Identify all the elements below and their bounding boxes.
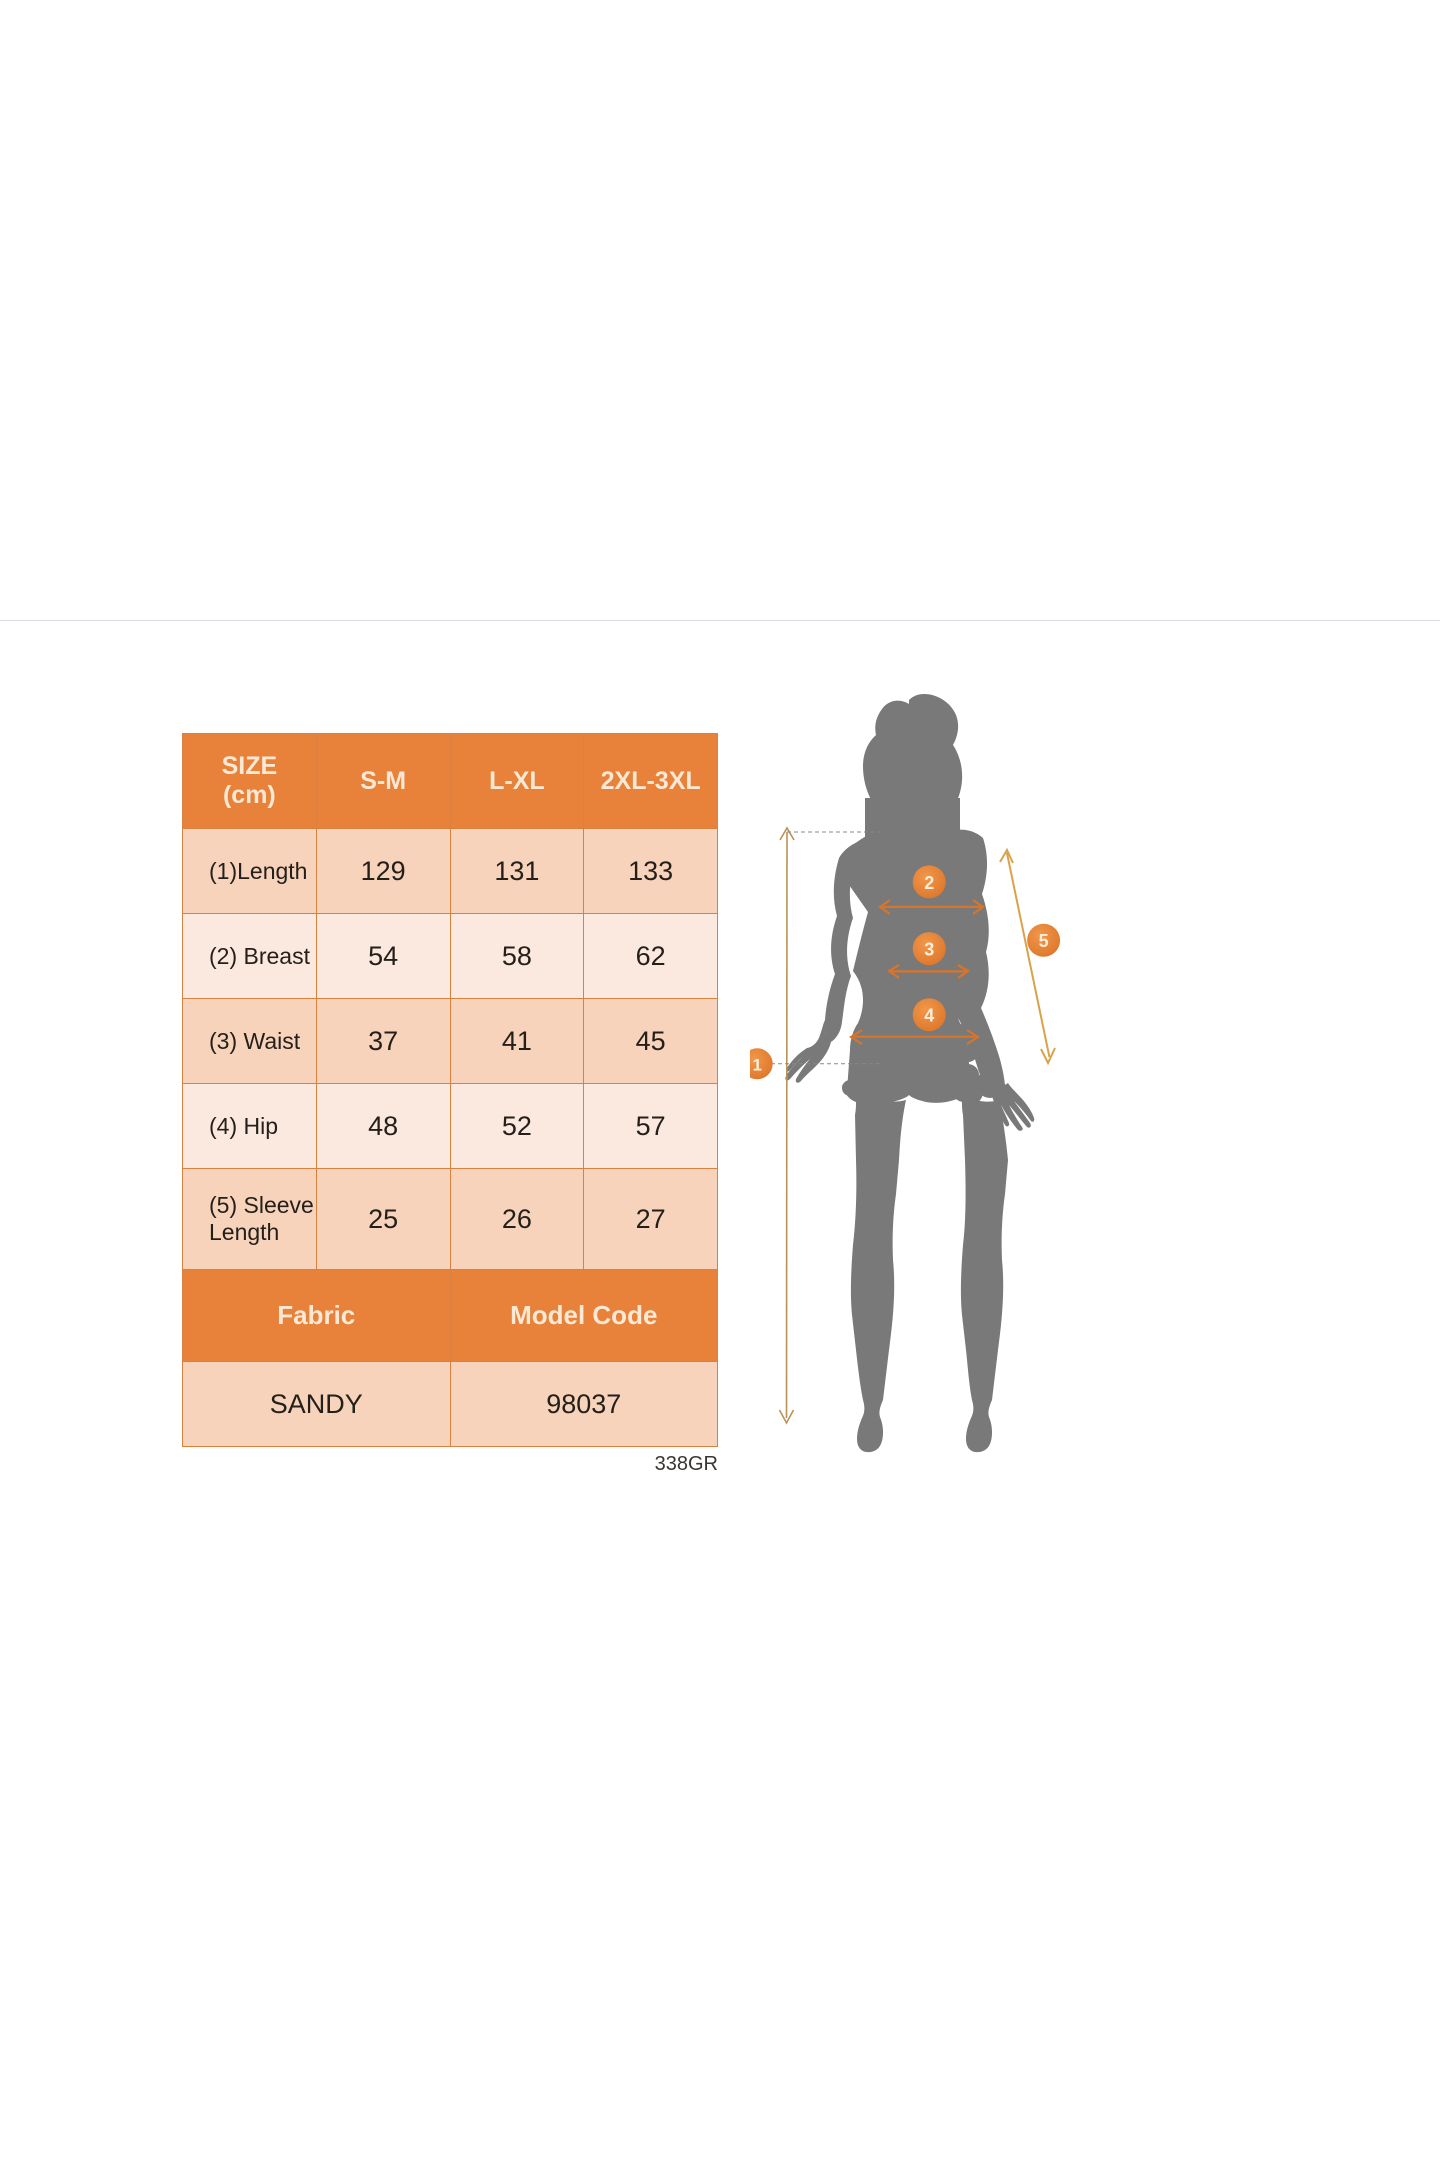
svg-text:3: 3 — [924, 940, 934, 960]
svg-text:5: 5 — [1039, 931, 1049, 951]
svg-text:2: 2 — [924, 873, 934, 893]
svg-text:4: 4 — [924, 1006, 934, 1026]
svg-text:1: 1 — [752, 1056, 761, 1075]
